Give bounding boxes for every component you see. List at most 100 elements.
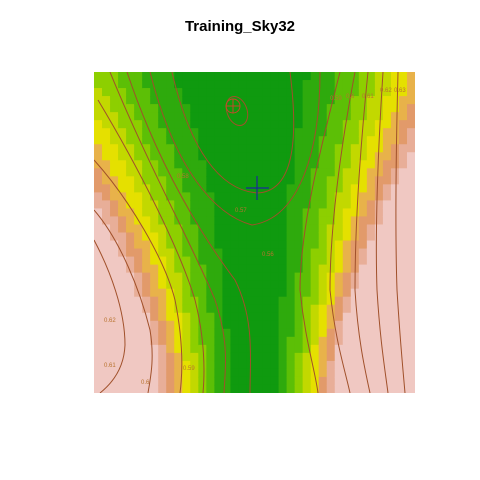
- heatmap-cell: [246, 248, 256, 258]
- heatmap-cell: [278, 296, 288, 306]
- heatmap-cell: [246, 304, 256, 314]
- heatmap-cell: [310, 184, 320, 193]
- heatmap-cell: [206, 264, 215, 274]
- heatmap-cell: [302, 128, 312, 137]
- heatmap-cell: [214, 240, 224, 250]
- heatmap-cell: [406, 160, 415, 169]
- heatmap-cell: [110, 360, 119, 370]
- heatmap-cell: [134, 280, 143, 290]
- heatmap-cell: [126, 144, 135, 153]
- heatmap-cell: [254, 96, 264, 105]
- heatmap-cell: [318, 88, 328, 97]
- heatmap-cell: [182, 112, 191, 121]
- heatmap-cell: [358, 256, 368, 266]
- heatmap-cell: [406, 256, 415, 266]
- heatmap-cell: [366, 272, 376, 282]
- heatmap-cell: [302, 192, 312, 202]
- heatmap-cell: [190, 152, 199, 161]
- heatmap-cell: [302, 176, 312, 185]
- heatmap-cell: [310, 296, 320, 306]
- heatmap-cell: [198, 72, 207, 81]
- heatmap-cell: [342, 96, 352, 105]
- heatmap-cell: [158, 360, 167, 370]
- heatmap-cell: [334, 312, 344, 322]
- heatmap-cell: [238, 216, 248, 226]
- contour-line: [109, 72, 227, 393]
- heatmap-cell: [190, 352, 199, 362]
- heatmap-cell: [246, 176, 256, 185]
- heatmap-cell: [374, 168, 384, 177]
- heatmap-cell: [214, 128, 224, 137]
- heatmap-cell: [294, 304, 304, 314]
- heatmap-cell: [358, 112, 368, 121]
- heatmap-cell: [390, 104, 400, 113]
- heatmap-cell: [94, 280, 103, 290]
- heatmap-cell: [214, 368, 224, 378]
- heatmap-cell: [150, 232, 159, 242]
- heatmap-cell: [134, 376, 143, 386]
- heatmap-cell: [102, 168, 111, 177]
- heatmap-cell: [262, 88, 272, 97]
- heatmap-cell: [118, 288, 127, 298]
- heatmap-cell: [222, 288, 232, 298]
- heatmap-cell: [166, 264, 175, 274]
- heatmap-cell: [342, 328, 352, 338]
- heatmap-cell: [142, 208, 151, 218]
- heatmap-cell: [238, 128, 248, 137]
- heatmap-cell: [246, 136, 256, 145]
- heatmap-cell: [214, 272, 224, 282]
- heatmap-cell: [294, 384, 304, 393]
- heatmap-cell: [102, 208, 111, 218]
- heatmap-cell: [350, 120, 360, 129]
- heatmap-cell: [142, 320, 151, 330]
- heatmap-cell: [134, 72, 143, 81]
- heatmap-cell: [406, 232, 415, 242]
- heatmap-cell: [390, 224, 400, 234]
- heatmap-cell: [278, 264, 288, 274]
- heatmap-cell: [366, 288, 376, 298]
- heatmap-cell: [254, 152, 264, 161]
- heatmap-cell: [286, 200, 296, 210]
- heatmap-cell: [102, 328, 111, 338]
- heatmap-cell: [198, 240, 207, 250]
- heatmap-cell: [102, 200, 111, 210]
- heatmap-cell: [390, 160, 400, 169]
- heatmap-cell: [350, 96, 360, 105]
- heatmap-cell: [214, 96, 224, 105]
- heatmap-cell: [334, 224, 344, 234]
- heatmap-cell: [310, 344, 320, 354]
- heatmap-cell: [94, 80, 103, 89]
- heatmap-cell: [406, 96, 415, 105]
- heatmap-cell: [254, 288, 264, 298]
- heatmap-cell: [390, 80, 400, 89]
- heatmap-cell: [190, 264, 199, 274]
- heatmap-cell: [262, 128, 272, 137]
- heatmap-cell: [334, 376, 344, 386]
- heatmap-cell: [238, 360, 248, 370]
- heatmap-cell: [390, 280, 400, 290]
- heatmap-cell: [198, 112, 207, 121]
- heatmap-cell: [270, 152, 280, 161]
- heatmap-cell: [126, 160, 135, 169]
- heatmap-cell: [190, 96, 199, 105]
- heatmap-cell: [222, 336, 232, 346]
- heatmap-cell: [222, 72, 232, 81]
- heatmap-cell: [102, 224, 111, 234]
- heatmap-cell: [158, 224, 167, 234]
- heatmap-cell: [390, 120, 400, 129]
- heatmap-cell: [246, 160, 256, 169]
- heatmap-cell: [334, 120, 344, 129]
- heatmap-cell: [358, 104, 368, 113]
- heatmap-cell: [238, 320, 248, 330]
- heatmap-cell: [94, 112, 103, 121]
- heatmap-cell: [110, 352, 119, 362]
- heatmap-cell: [286, 184, 296, 193]
- heatmap-cell: [102, 304, 111, 314]
- heatmap-cell: [398, 256, 408, 266]
- heatmap-cell: [286, 208, 296, 218]
- heatmap-cell: [382, 224, 392, 234]
- contour-label: 0.6: [346, 94, 355, 100]
- heatmap-cell: [302, 136, 312, 145]
- heatmap-cell: [94, 360, 103, 370]
- heatmap-cell: [230, 336, 240, 346]
